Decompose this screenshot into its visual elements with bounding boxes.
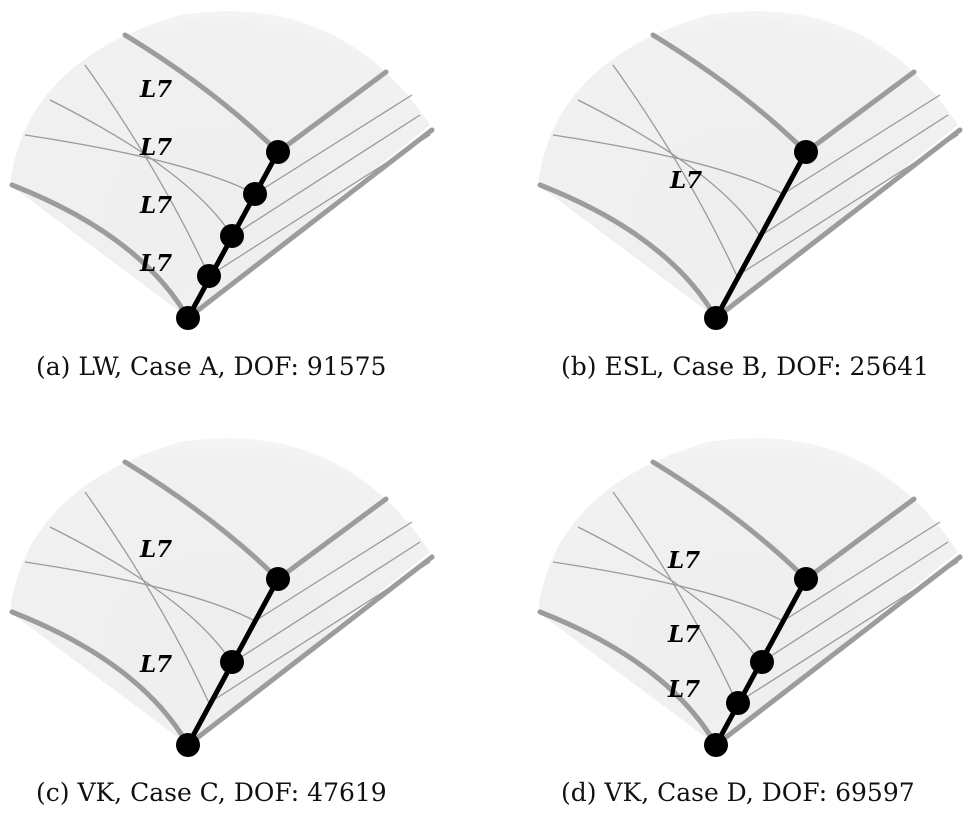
layer-interface [577, 99, 761, 237]
panel-caption: (a) LW, Case A, DOF: 91575 [36, 352, 386, 381]
bottom-surface-left [9, 182, 191, 321]
layer-interface [254, 94, 413, 195]
section-node [726, 691, 750, 715]
layer-interface [254, 521, 413, 622]
layer-interface [49, 99, 233, 237]
panel-d-diagram [537, 438, 963, 757]
layer-label: L7 [139, 250, 172, 277]
top-surface-right [803, 496, 917, 582]
fan-region [538, 11, 958, 318]
layer-interface [612, 64, 738, 277]
layer-label: L7 [139, 134, 172, 161]
layer-interface [231, 541, 421, 664]
layer-label: L7 [669, 167, 702, 194]
panel-d: L7 L7 L7 (d) VK, Case D, DOF: 69597 [537, 438, 963, 807]
top-surface-right [275, 69, 389, 155]
top-surface-left [122, 32, 281, 155]
bottom-surface-left [537, 182, 719, 321]
layer-interface [759, 541, 949, 664]
section-nodes [176, 567, 290, 757]
fan-region [10, 438, 430, 745]
layer-label: L7 [667, 676, 700, 703]
section-node [266, 140, 290, 164]
section-node [220, 650, 244, 674]
joint-line [713, 149, 809, 321]
layer-label: L7 [667, 621, 700, 648]
top-surface-right [803, 69, 917, 155]
panel-caption: (c) VK, Case C, DOF: 47619 [36, 778, 387, 807]
layer-interface [782, 521, 941, 622]
layer-label: L7 [667, 547, 700, 574]
panel-a-diagram [9, 11, 435, 330]
section-node [794, 140, 818, 164]
section-node [266, 567, 290, 591]
panel-c-diagram [9, 438, 435, 757]
bottom-surface-right [713, 127, 963, 321]
layer-label: L7 [139, 651, 172, 678]
section-node [750, 650, 774, 674]
section-node [220, 224, 244, 248]
section-node [176, 733, 200, 757]
layer-label: L7 [139, 76, 172, 103]
layer-interface [759, 114, 949, 237]
layer-interface [612, 491, 738, 704]
layer-interface [577, 526, 761, 664]
layer-interface [231, 114, 421, 237]
layer-interface [552, 561, 784, 622]
section-node [704, 733, 728, 757]
bottom-surface-right [185, 554, 435, 748]
section-node [197, 264, 221, 288]
section-nodes [704, 567, 818, 757]
section-node [176, 306, 200, 330]
section-node [243, 182, 267, 206]
top-surface-left [650, 459, 809, 582]
panel-caption: (b) ESL, Case B, DOF: 25641 [561, 352, 929, 381]
layer-interface [84, 491, 210, 704]
panel-b-diagram [537, 11, 963, 330]
layer-interface [552, 134, 784, 195]
panel-a: L7 L7 L7 L7 (a) LW, Case A, DOF: 91575 [9, 11, 435, 381]
layer-interface [84, 64, 210, 277]
section-nodes [176, 140, 290, 330]
layer-label: L7 [139, 192, 172, 219]
panel-b: L7 (b) ESL, Case B, DOF: 25641 [537, 11, 963, 381]
top-surface-left [650, 32, 809, 155]
layer-interface [49, 526, 233, 664]
section-nodes [704, 140, 818, 330]
section-node [704, 306, 728, 330]
layer-interface [24, 561, 256, 622]
bottom-surface-left [9, 609, 191, 748]
bottom-surface-right [185, 127, 435, 321]
bottom-surface-left [537, 609, 719, 748]
layer-interface [24, 134, 256, 195]
section-node [794, 567, 818, 591]
layer-label: L7 [139, 536, 172, 563]
top-surface-left [122, 459, 281, 582]
top-surface-right [275, 496, 389, 582]
bottom-surface-right [713, 554, 963, 748]
panel-caption: (d) VK, Case D, DOF: 69597 [561, 778, 915, 807]
layer-interface [782, 94, 941, 195]
panel-c: L7 L7 (c) VK, Case C, DOF: 47619 [9, 438, 435, 807]
